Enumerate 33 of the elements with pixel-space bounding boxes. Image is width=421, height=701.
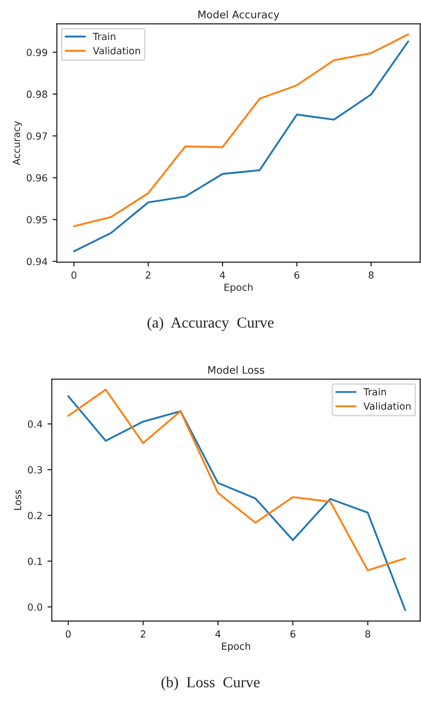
x-tick-label: 4 <box>220 272 226 279</box>
x-tick-label: 8 <box>368 271 374 279</box>
x-tick-label: 2 <box>140 630 146 638</box>
y-tick-label: 0.94 <box>26 258 48 266</box>
y-tick-label: 0.4 <box>28 420 42 428</box>
x-tick-label: 8 <box>365 630 370 638</box>
legend-label: Train <box>363 388 386 396</box>
x-tick-label: 0 <box>66 630 71 638</box>
x-tick-label: 6 <box>294 271 300 279</box>
x-tick-label: 0 <box>71 271 76 279</box>
x-tick-label: 4 <box>215 630 221 638</box>
x-tick-label: 2 <box>146 271 150 279</box>
text: (a) Accuracy Curve <box>148 316 274 331</box>
y-tick-label: 0.2 <box>28 512 42 520</box>
x-axis-title: Epoch <box>222 642 250 652</box>
chart-title: Model Loss <box>208 366 264 374</box>
legend-label: Validation <box>363 402 411 410</box>
x-axis-title: Epoch <box>224 283 253 293</box>
y-axis-title: Accuracy <box>12 121 22 166</box>
y-tick-label: 0.99 <box>26 48 48 56</box>
y-axis-title: Loss <box>14 490 22 510</box>
legend-label: Validation <box>92 46 140 54</box>
text: (b) Loss Curve <box>162 676 260 690</box>
y-tick-label: 0.95 <box>26 216 47 224</box>
x-tick-label: 6 <box>290 630 296 638</box>
y-tick-label: 0.3 <box>28 466 42 474</box>
y-tick-label: 0.0 <box>28 603 42 611</box>
legend-label: Train <box>92 32 116 40</box>
y-tick-label: 0.97 <box>26 132 47 140</box>
y-tick-label: 0.1 <box>28 558 42 565</box>
y-tick-label: 0.96 <box>26 174 48 182</box>
chart-title: Model Accuracy <box>198 10 280 20</box>
y-tick-label: 0.98 <box>26 90 48 98</box>
